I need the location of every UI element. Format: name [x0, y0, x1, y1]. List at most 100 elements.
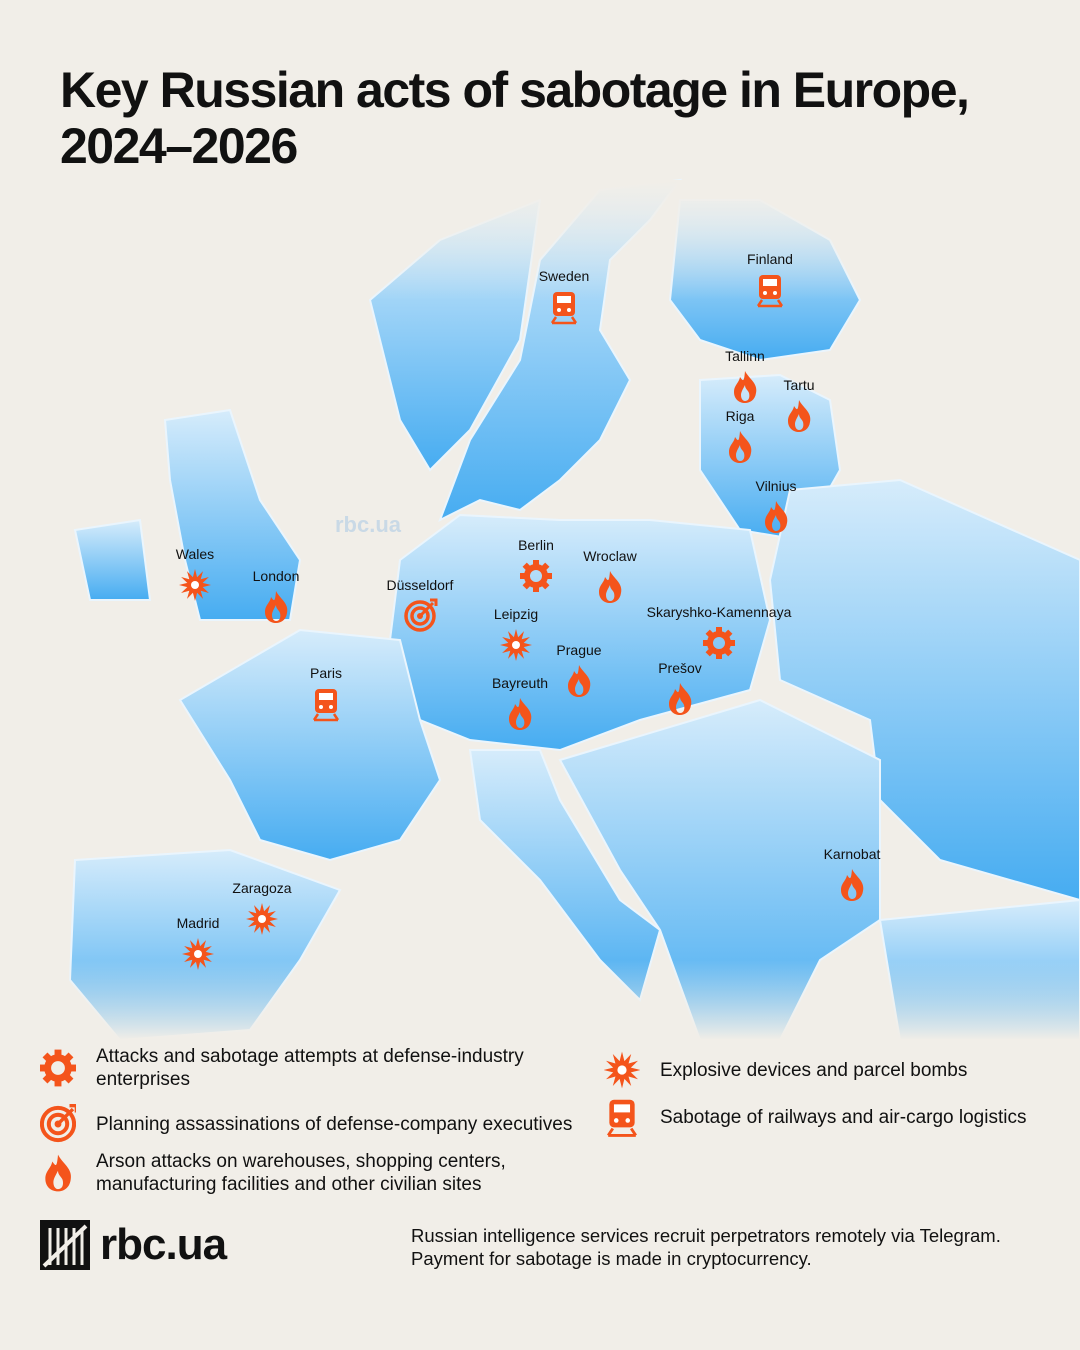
train-light — [613, 1118, 619, 1123]
legend-text: Sabotage of railways and air-cargo logis… — [660, 1106, 1027, 1128]
train-window — [763, 279, 777, 286]
note-line: Russian intelligence services recruit pe… — [411, 1225, 1001, 1246]
train-rails — [312, 713, 340, 722]
place-label: Prague — [556, 642, 601, 658]
train-window — [613, 1104, 631, 1113]
place-label: Vilnius — [756, 478, 797, 494]
place-label: Zaragoza — [232, 880, 291, 896]
place-icon — [729, 431, 752, 463]
legend-text: Arson attacks on warehouses, shopping ce… — [96, 1151, 506, 1195]
gear-ring — [524, 564, 548, 588]
gear-ring — [44, 1054, 72, 1082]
place-icon — [765, 501, 788, 533]
map: rbc.ua Berlin Skaryshko-Kamennaya Düsseldo… — [0, 178, 1080, 1040]
explosion-core — [194, 950, 202, 958]
train-light — [319, 705, 323, 709]
place-label: Wroclaw — [583, 548, 637, 564]
place-icon — [788, 400, 811, 432]
legend-icon-group — [40, 1049, 76, 1087]
train-body — [609, 1099, 635, 1128]
train-body — [553, 292, 575, 316]
explosion-core — [512, 641, 520, 649]
legend-icon-group — [607, 1099, 637, 1137]
explosion-core — [191, 581, 199, 589]
fire — [765, 501, 788, 533]
watermark: rbc.ua — [335, 512, 402, 537]
fire — [788, 400, 811, 432]
fire — [734, 371, 757, 403]
place-icon — [599, 571, 622, 603]
logo: rbc.ua — [40, 1220, 227, 1270]
target-arrow — [56, 1104, 76, 1126]
place-label: Riga — [726, 408, 755, 424]
explosion-core — [617, 1065, 627, 1075]
place-label: Leipzig — [494, 606, 538, 622]
target-ring — [46, 1112, 70, 1136]
place-label: Prešov — [658, 660, 702, 676]
place-label: Skaryshko-Kamennaya — [647, 604, 792, 620]
train-rails — [756, 299, 784, 308]
legend-item: Explosive devices and parcel bombs — [604, 1050, 1064, 1090]
train-body — [759, 275, 781, 299]
place-icon — [404, 598, 438, 632]
place-icon — [550, 292, 578, 325]
explosion-core — [258, 915, 266, 923]
fire — [729, 431, 752, 463]
legend-item: Attacks and sabotage attempts at defense… — [40, 1045, 620, 1091]
place-label: Finland — [747, 251, 793, 267]
train-body — [315, 689, 337, 713]
fire — [265, 591, 288, 623]
place-icon — [312, 689, 340, 722]
fire — [841, 869, 864, 901]
place-icon — [182, 938, 214, 970]
train-light — [567, 308, 571, 312]
legend-icon — [604, 1051, 640, 1089]
countries — [68, 178, 1080, 1040]
place-icon — [756, 275, 784, 308]
target-arrow — [418, 598, 438, 618]
legend-icon — [45, 1154, 71, 1192]
place-label: Berlin — [518, 537, 554, 553]
legend-icon — [40, 1049, 76, 1087]
place-icon — [568, 665, 591, 697]
place-label: Karnobat — [824, 846, 881, 862]
place-icon — [734, 371, 757, 403]
legend-icon — [40, 1104, 76, 1143]
train-light — [557, 308, 561, 312]
place-label: Madrid — [177, 915, 220, 931]
place-label: Tartu — [783, 377, 814, 393]
place-label: Wales — [176, 546, 214, 562]
place-icon — [265, 591, 288, 623]
train-window — [319, 693, 333, 700]
legend-item: Planning assassinations of defense-compa… — [40, 1104, 660, 1144]
gear-ring — [707, 631, 731, 655]
fire — [509, 698, 532, 730]
legend-item: Sabotage of railways and air-cargo logis… — [604, 1097, 1080, 1137]
gear-tooth — [54, 1077, 62, 1087]
legend-icon-group — [604, 1051, 640, 1089]
legend-icon-group — [45, 1154, 71, 1192]
logo-mark — [40, 1220, 90, 1270]
place-label: London — [253, 568, 300, 584]
place-label: Bayreuth — [492, 675, 548, 691]
train-rails — [550, 316, 578, 325]
legend-icon-group — [40, 1104, 76, 1143]
place-label: Tallinn — [725, 348, 765, 364]
place-icon — [520, 560, 552, 592]
train-light — [625, 1118, 631, 1123]
legend-icon — [607, 1099, 637, 1137]
target-ring — [410, 606, 430, 626]
fire — [568, 665, 591, 697]
note: Russian intelligence services recruit pe… — [411, 1224, 1001, 1270]
place-icon — [246, 903, 278, 935]
train-light — [763, 291, 767, 295]
legend-text: Attacks and sabotage attempts at defense… — [96, 1046, 524, 1090]
train-rails — [607, 1127, 637, 1137]
fire — [45, 1154, 71, 1192]
target-ring — [404, 600, 436, 632]
place-label: Paris — [310, 665, 342, 681]
gear-tooth — [54, 1049, 62, 1059]
place-icon — [179, 569, 211, 601]
places: Berlin Skaryshko-Kamennaya Düsseldorf Londo… — [176, 251, 881, 970]
